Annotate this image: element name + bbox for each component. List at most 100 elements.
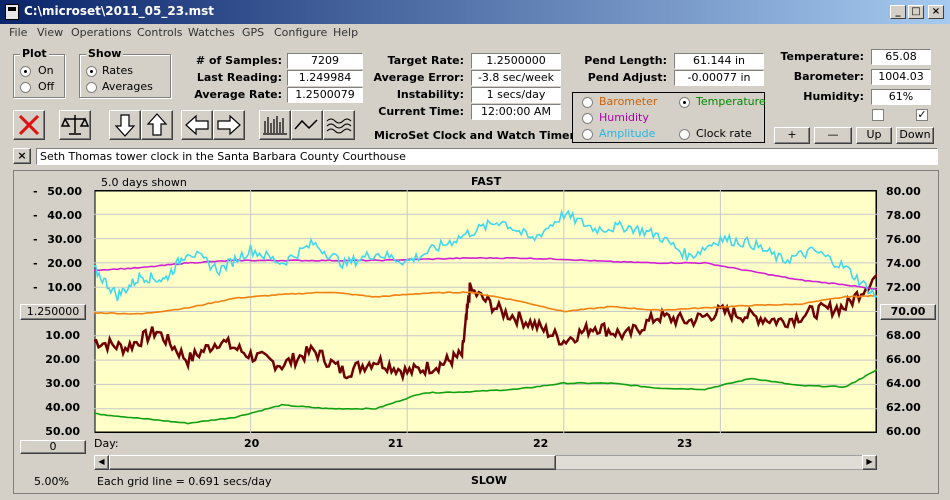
rate-series-line [94,274,877,383]
y-right-tick: 76.00 [886,233,921,246]
average-error-field: -3.8 sec/week [471,70,561,86]
menu-operations[interactable]: Operations [71,26,132,39]
arrow-right-button[interactable] [213,110,245,140]
clear-description-button[interactable]: × [13,148,31,164]
y-left-tick: 10.00 [47,281,82,294]
menu-gps[interactable]: GPS [242,26,265,39]
arrow-left-icon [185,114,209,136]
pend-length-field[interactable]: 61.144 in [674,53,764,69]
y-right-tick: 78.00 [886,209,921,222]
y-left-tick: 50.00 [47,185,82,198]
samples-field: 7209 [287,53,363,69]
rate-chart[interactable] [94,190,877,433]
wave-plot-button[interactable] [323,110,355,140]
arrow-right-icon [217,114,241,136]
y-left-tick: 20.00 [45,353,80,366]
temperature-label: Temperature: [780,50,864,63]
pend-length-label: Pend Length: [584,54,667,67]
temperature-field: 65.08 [871,49,931,65]
humidity-field: 61% [871,89,931,105]
stop-button[interactable] [13,110,45,140]
humidity-label: Humidity: [803,90,864,103]
x-tick-21: 21 [388,437,404,450]
y-right-tick: 72.00 [886,281,921,294]
show-averages-radio[interactable] [86,82,97,93]
plot-on-radio[interactable] [20,66,31,77]
arrow-down-button[interactable] [109,110,141,140]
days-shown-label: 5.0 days shown [101,176,187,189]
pend-adjust-label: Pend Adjust: [587,71,667,84]
zoom-label: 5.00% [34,475,69,488]
barometer-option-label: Barometer [599,95,658,108]
grid-line-label: Each grid line = 0.691 secs/day [97,475,272,488]
average-error-label: Average Error: [373,71,464,84]
menu-controls[interactable]: Controls [137,26,183,39]
balance-button[interactable] [59,110,91,140]
menu-watches[interactable]: Watches [188,26,235,39]
scrollbar-thumb[interactable] [109,455,556,470]
rate-value-box[interactable]: 1.250000 [20,304,86,320]
menu-help[interactable]: Help [333,26,359,39]
scroll-right-button[interactable]: ▶ [862,455,877,470]
plot-on-label: On [38,64,54,77]
show-group: Show [79,47,171,98]
barometer-series-line [94,291,877,315]
arrow-up-button[interactable] [141,110,173,140]
temperature-radio[interactable] [679,97,690,108]
y-right-tick: 60.00 [886,425,921,438]
target-rate-label: Target Rate: [387,54,464,67]
pend-adjust-field: -0.00077 in [674,70,764,86]
y-left-tick: 30.00 [47,233,82,246]
menu-file[interactable]: File [9,26,28,39]
line-plot-button[interactable] [291,110,323,140]
y-right-tick: 62.00 [886,401,921,414]
clock-rate-radio[interactable] [679,129,690,140]
zero-value-box[interactable]: 0 [20,440,86,454]
up-button[interactable]: Up [856,127,892,144]
description-field[interactable]: Seth Thomas tower clock in the Santa Bar… [36,148,938,165]
minimize-button[interactable]: _ [890,5,906,19]
overlay-options-box [572,92,765,143]
minus-button[interactable]: — [814,127,852,144]
option-checkbox-2[interactable]: ✓ [916,108,928,121]
samples-label: # of Samples: [195,54,282,67]
y-right-tick: 68.00 [886,329,921,342]
y-left-tick: 10.00 [45,329,80,342]
menu-configure[interactable]: Configure [274,26,328,39]
menu-view[interactable]: View [37,26,64,39]
average-rate-field: 1.2500079 [287,87,363,103]
app-title-label: MicroSet Clock and Watch Timer [374,129,575,142]
target-rate-field[interactable]: 1.2500000 [471,53,561,69]
scroll-left-button[interactable]: ◀ [94,455,109,470]
arrow-left-button[interactable] [181,110,213,140]
y-left-tick: 40.00 [47,209,82,222]
humidity-option-label: Humidity [599,111,649,124]
temperature-value-box[interactable]: 70.00 [880,304,936,320]
last-reading-label: Last Reading: [196,71,282,84]
humidity-radio[interactable] [582,113,593,124]
option-checkbox-1[interactable] [872,109,884,121]
balance-icon [60,115,90,135]
plot-off-radio[interactable] [20,82,31,93]
x-tick-22: 22 [533,437,549,450]
arrow-up-icon [146,113,168,136]
last-reading-field: 1.249984 [287,70,363,86]
plot-group-title: Plot [20,47,49,60]
y-right-tick: 64.00 [886,377,921,390]
window-title: C:\microset\2011_05_23.mst [24,4,215,18]
slow-label: SLOW [471,474,508,487]
bars-plot-button[interactable] [259,110,291,140]
show-rates-radio[interactable] [86,66,97,77]
x-tick-23: 23 [677,437,693,450]
arrow-down-icon [114,114,136,137]
y-right-tick: 74.00 [886,257,921,270]
barometer-radio[interactable] [582,97,593,108]
amplitude-radio[interactable] [582,129,593,140]
wave-plot-icon [326,118,352,134]
maximize-button[interactable]: □ [908,5,924,19]
down-button[interactable]: Down [896,127,934,144]
current-time-label: Current Time: [378,105,464,118]
close-button[interactable]: × [928,5,944,19]
y-left-tick: 50.00 [45,425,80,438]
plus-button[interactable]: + [774,127,810,144]
